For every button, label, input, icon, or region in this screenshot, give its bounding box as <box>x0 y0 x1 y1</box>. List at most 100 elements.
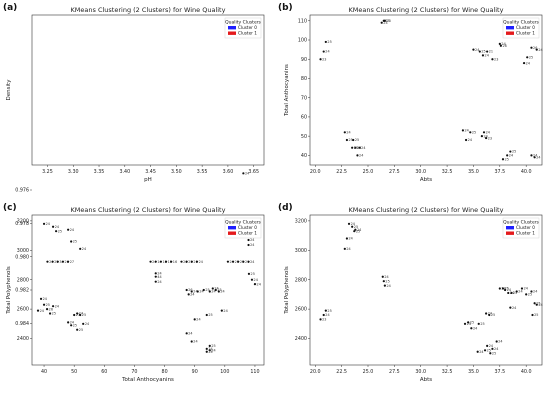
data-point <box>154 272 157 275</box>
data-point <box>196 290 199 293</box>
chart-title: KMeans Clustering (2 Clusters) for Wine … <box>71 6 226 14</box>
data-point <box>480 135 483 138</box>
legend-swatch <box>228 231 236 235</box>
data-point <box>525 293 528 296</box>
data-point <box>351 225 354 228</box>
point-label: 24 <box>485 54 489 58</box>
chart-panel-1: (a) KMeans Clustering (2 Clusters) for Wi… <box>3 3 265 336</box>
y-axis-label: Total Anthocyanins <box>284 64 290 117</box>
chart-title: KMeans Clustering (2 Clusters) for Wine … <box>71 206 226 214</box>
data-point <box>531 313 534 317</box>
point-label: 24 <box>473 326 477 330</box>
data-point <box>42 303 46 306</box>
data-point <box>208 349 211 352</box>
data-point <box>214 288 217 292</box>
data-point <box>485 136 488 140</box>
data-point <box>36 309 40 312</box>
point-label: 23 <box>76 313 80 317</box>
point-label: 24 <box>188 332 192 336</box>
legend-title: Quality Clusters <box>503 20 539 26</box>
data-point <box>76 328 79 331</box>
plot-frame <box>309 14 543 166</box>
data-point <box>205 350 208 353</box>
data-point <box>237 260 240 263</box>
point-label: 25 <box>534 313 538 317</box>
point-label: 24 <box>351 222 355 226</box>
x-tick-label: 27.5 <box>389 169 400 175</box>
point-label: 24 <box>467 322 471 326</box>
x-tick-label: 3.45 <box>145 169 156 175</box>
data-point <box>498 42 501 45</box>
point-label: 26 <box>65 260 69 264</box>
point-label: 24 <box>512 306 516 310</box>
x-tick-label: 32.5 <box>442 169 453 175</box>
data-point <box>464 138 468 142</box>
data-point <box>154 260 157 263</box>
legend-swatch <box>228 31 236 35</box>
y-tick-label: 2600 <box>17 307 29 313</box>
data-point <box>356 154 359 157</box>
point-label: 15 <box>168 260 172 264</box>
point-label: 26 <box>49 307 53 311</box>
x-tick-label: 40 <box>41 369 47 375</box>
point-label: 23 <box>386 19 390 23</box>
data-point <box>42 222 46 225</box>
legend-title: Quality Clusters <box>225 20 261 26</box>
legend-entry: Cluster 0 <box>516 225 535 230</box>
point-label: 23 <box>494 57 498 61</box>
point-label: 24 <box>524 287 528 291</box>
point-label: 14 <box>157 260 161 264</box>
legend-entry: Cluster 1 <box>238 31 257 36</box>
data-point <box>51 260 54 263</box>
data-point <box>530 46 533 49</box>
panel-label: (c) <box>3 203 17 213</box>
data-point <box>226 260 230 263</box>
point-label: 25 <box>208 313 212 317</box>
data-point <box>45 308 49 311</box>
x-tick-label: 110 <box>250 369 259 375</box>
point-label: 25 <box>82 313 86 317</box>
point-label: 25 <box>193 260 197 264</box>
legend-swatch <box>506 26 514 30</box>
legend-entry: Cluster 0 <box>516 25 535 30</box>
chart-panel-2: (b) KMeans Clustering (2 Clusters) for Wi… <box>278 3 543 183</box>
data-point <box>478 50 481 53</box>
point-label: 24 <box>43 297 47 301</box>
chart-panel-3: (c) KMeans Clustering (2 Clusters) for Wi… <box>3 203 265 383</box>
point-label: 25 <box>356 229 360 233</box>
point-label: 21 <box>245 260 249 264</box>
data-point <box>482 131 486 134</box>
point-label: 24 <box>250 260 254 264</box>
data-point <box>185 260 188 263</box>
point-label: 24 <box>518 290 522 294</box>
data-point <box>526 56 529 59</box>
data-point <box>51 305 55 308</box>
legend-swatch <box>506 226 514 230</box>
point-label: 25 <box>385 19 389 23</box>
data-point <box>477 322 480 325</box>
data-point <box>67 321 70 324</box>
x-tick-label: 50 <box>71 369 77 375</box>
data-point <box>39 297 43 300</box>
legend-swatch <box>506 231 514 235</box>
point-label: 23 <box>322 318 326 322</box>
x-tick-label: 3.35 <box>94 169 105 175</box>
point-label: 25 <box>505 287 509 291</box>
y-axis-label: Density <box>6 79 12 101</box>
point-label: 24 <box>479 350 483 354</box>
plot-frame <box>31 14 265 166</box>
data-point <box>503 288 507 292</box>
point-label: 24 <box>501 42 505 46</box>
point-label: 24 <box>157 280 161 284</box>
data-point <box>82 322 85 325</box>
data-point <box>61 260 65 263</box>
point-label: 24 <box>325 313 329 317</box>
y-tick-label: 2400 <box>17 336 29 342</box>
point-label: 25 <box>73 323 77 327</box>
x-tick-label: 3.50 <box>171 169 182 175</box>
point-label: 25 <box>528 293 532 297</box>
point-label: 24 <box>465 129 469 133</box>
point-label: 25 <box>58 229 62 233</box>
